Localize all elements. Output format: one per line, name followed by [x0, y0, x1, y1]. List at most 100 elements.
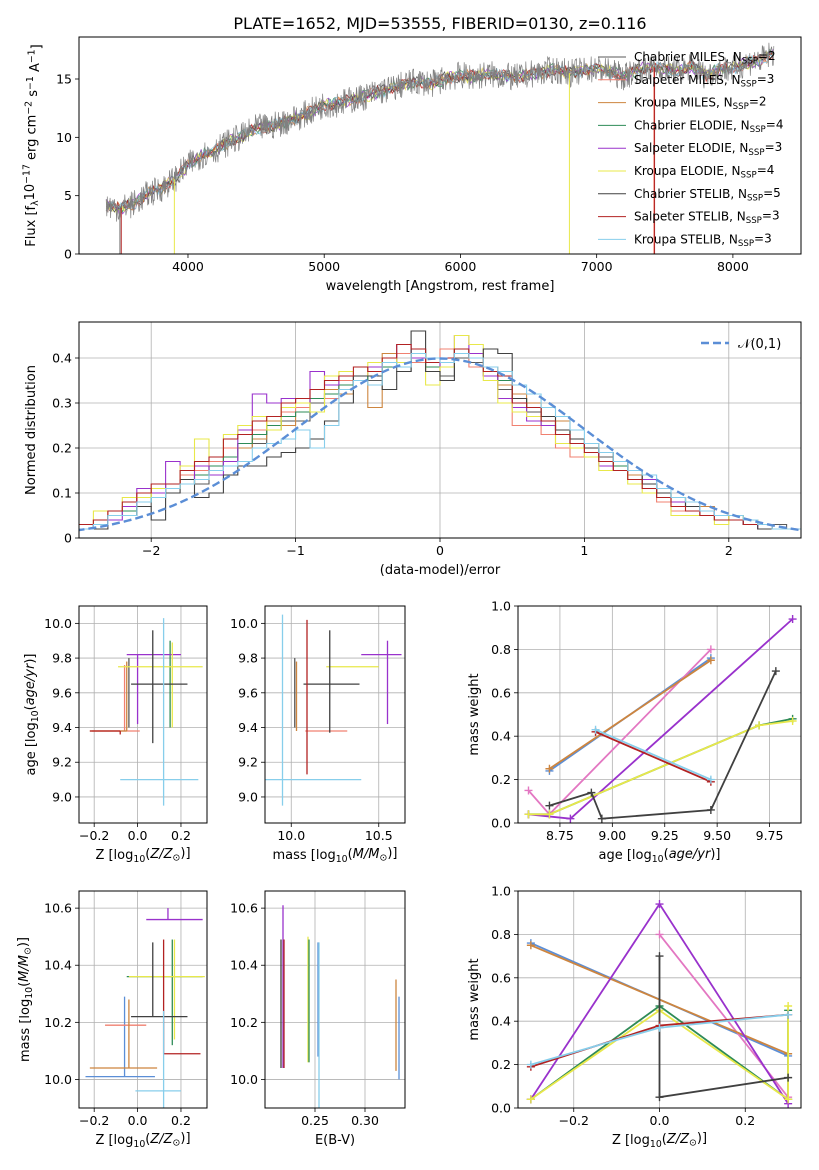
y-tick-label: 9.0 — [238, 789, 258, 804]
y-tick-label: 9.2 — [238, 755, 258, 770]
y-tick-label: 9.4 — [52, 720, 72, 735]
weight-marker — [545, 801, 554, 810]
y-tick-label: 9.6 — [238, 685, 258, 700]
weight-marker — [655, 1093, 664, 1102]
weight-marker — [784, 1095, 793, 1104]
weight-marker — [524, 786, 533, 795]
y-tick-label: 0.2 — [491, 1057, 511, 1072]
model-line — [105, 54, 774, 213]
weight-line — [595, 728, 712, 781]
y-tick-label: 10.0 — [44, 616, 72, 631]
x-tick-label: −0.2 — [79, 1113, 109, 1128]
histogram-line — [79, 330, 801, 530]
x-tick-label: 8000 — [717, 259, 749, 274]
weight-line — [548, 659, 712, 770]
x-tick-label: −1 — [286, 543, 304, 558]
x-tick-label: 5000 — [308, 259, 340, 274]
legend-label: Kroupa MILES, NSSP​=2 — [634, 95, 767, 113]
y-tick-label: 10.0 — [230, 616, 258, 631]
legend-label: Salpeter ELODIE, NSSP​=3 — [634, 140, 782, 158]
z-massweight-plot-area — [526, 900, 793, 1108]
y-tick-label: 0.1 — [52, 486, 72, 501]
z-massweight-ylabel: mass weight — [467, 958, 482, 1040]
residuals-axes: −2 −1 0 1 2 0 0.1 0.2 0.3 0.4 (data-model)/error No… — [24, 321, 802, 578]
legend-label: Kroupa STELIB, NSSP​=3 — [634, 231, 772, 249]
y-tick-label: 0 — [64, 247, 72, 262]
z-age-axes: −0.2 0.0 0.2 9.0 9.2 9.4 9.6 9.8 10.0 Z [log10​(Z… — [23, 605, 208, 865]
y-tick-label: 10.2 — [230, 1015, 258, 1030]
z-massweight-axes: −0.2 0.0 0.2 0.0 0.2 0.4 0.6 0.8 1.0 Z [log10​(Z/… — [467, 884, 802, 1150]
z-age-frame — [78, 605, 208, 824]
mass-age-plot-area — [265, 614, 402, 806]
weight-marker — [526, 1060, 535, 1069]
weight-marker — [784, 1073, 793, 1082]
y-tick-label: 0.0 — [491, 1101, 511, 1116]
z-mass-ylabel: mass [log10​(M/M⊙​)] — [16, 937, 35, 1062]
z-age-ylabel: age [log10​(age/yr)] — [23, 653, 41, 775]
weight-marker — [706, 775, 715, 784]
weight-line — [527, 648, 712, 816]
x-tick-label: −2 — [142, 543, 160, 558]
y-tick-label: 10.0 — [44, 1072, 72, 1087]
age-massweight-plot-area — [524, 615, 797, 823]
z-mass-axes: −0.2 0.0 0.2 10.0 10.2 10.4 10.6 Z [log10​(Z/Z⊙… — [16, 890, 208, 1150]
weight-marker — [706, 656, 715, 665]
weight-marker — [655, 930, 664, 939]
y-tick-label: 0.2 — [491, 772, 511, 787]
x-tick-label: 8.75 — [546, 828, 574, 843]
ebv-mass-axes: 0.25 0.30 10.0 10.2 10.4 10.6 E(B-V) — [230, 890, 406, 1148]
y-tick-label: 0.4 — [491, 1014, 511, 1029]
gaussian-curve — [79, 357, 801, 532]
weight-marker — [566, 814, 575, 823]
y-tick-label: 9.6 — [52, 685, 72, 700]
x-tick-label: 7000 — [581, 259, 613, 274]
weight-marker — [755, 721, 764, 730]
legend-label: Salpeter STELIB, NSSP​=3 — [634, 209, 780, 227]
weight-marker — [545, 810, 554, 819]
weight-marker — [587, 788, 596, 797]
x-tick-label: 9.75 — [756, 828, 784, 843]
residuals-ylabel: Normed distribution — [24, 365, 39, 495]
x-tick-label: 10.0 — [277, 828, 305, 843]
x-tick-label: 9.25 — [651, 828, 679, 843]
weight-marker — [784, 1002, 793, 1011]
x-tick-label: 4000 — [172, 259, 204, 274]
x-tick-label: 6000 — [445, 259, 477, 274]
age-massweight-xlabel: age [log10​(age/yr)] — [598, 847, 720, 865]
y-tick-label: 10.4 — [230, 958, 258, 973]
z-age-xlabel: Z [log10​(Z/Z⊙​)] — [95, 846, 190, 865]
x-tick-label: 2 — [725, 543, 733, 558]
ebv-mass-plot-area — [280, 905, 400, 1108]
y-tick-label: 10 — [56, 130, 72, 145]
residual-legend: 𝒩(0,1) — [701, 337, 781, 352]
y-tick-label: 9.8 — [238, 651, 258, 666]
weight-marker — [591, 725, 600, 734]
weight-marker — [655, 1023, 664, 1032]
x-tick-label: 0.25 — [301, 1113, 329, 1128]
z-mass-plot-area — [85, 908, 205, 1108]
x-tick-label: 10.5 — [365, 828, 393, 843]
spectrum-legend: Chabrier MILES, NSSP​=2 Salpeter MILES, N… — [598, 49, 783, 249]
legend-label: Chabrier STELIB, NSSP​=5 — [634, 186, 781, 204]
y-tick-label: 0.2 — [52, 441, 72, 456]
legend-label: Chabrier MILES, NSSP​=2 — [634, 49, 776, 67]
weight-marker — [788, 615, 797, 624]
y-tick-label: 5 — [64, 188, 72, 203]
weight-marker — [706, 805, 715, 814]
spectrum-plot-area — [105, 42, 775, 254]
weight-marker — [771, 667, 780, 676]
x-tick-label: 0.30 — [351, 1113, 379, 1128]
y-tick-label: 9.8 — [52, 651, 72, 666]
spectrum-frame — [78, 36, 802, 255]
legend-label: Salpeter MILES, NSSP​=3 — [634, 72, 774, 90]
y-tick-label: 15 — [56, 72, 72, 87]
z-mass-xlabel: Z [log10​(Z/Z⊙​)] — [95, 1131, 190, 1150]
y-tick-label: 10.0 — [230, 1072, 258, 1087]
legend-label: 𝒩(0,1) — [738, 337, 781, 352]
y-tick-label: 1.0 — [491, 599, 511, 614]
weight-marker — [526, 941, 535, 950]
weight-marker — [655, 900, 664, 909]
data-spectrum-line — [105, 42, 775, 222]
y-tick-label: 10.6 — [44, 901, 72, 916]
x-tick-label: 1 — [580, 543, 588, 558]
